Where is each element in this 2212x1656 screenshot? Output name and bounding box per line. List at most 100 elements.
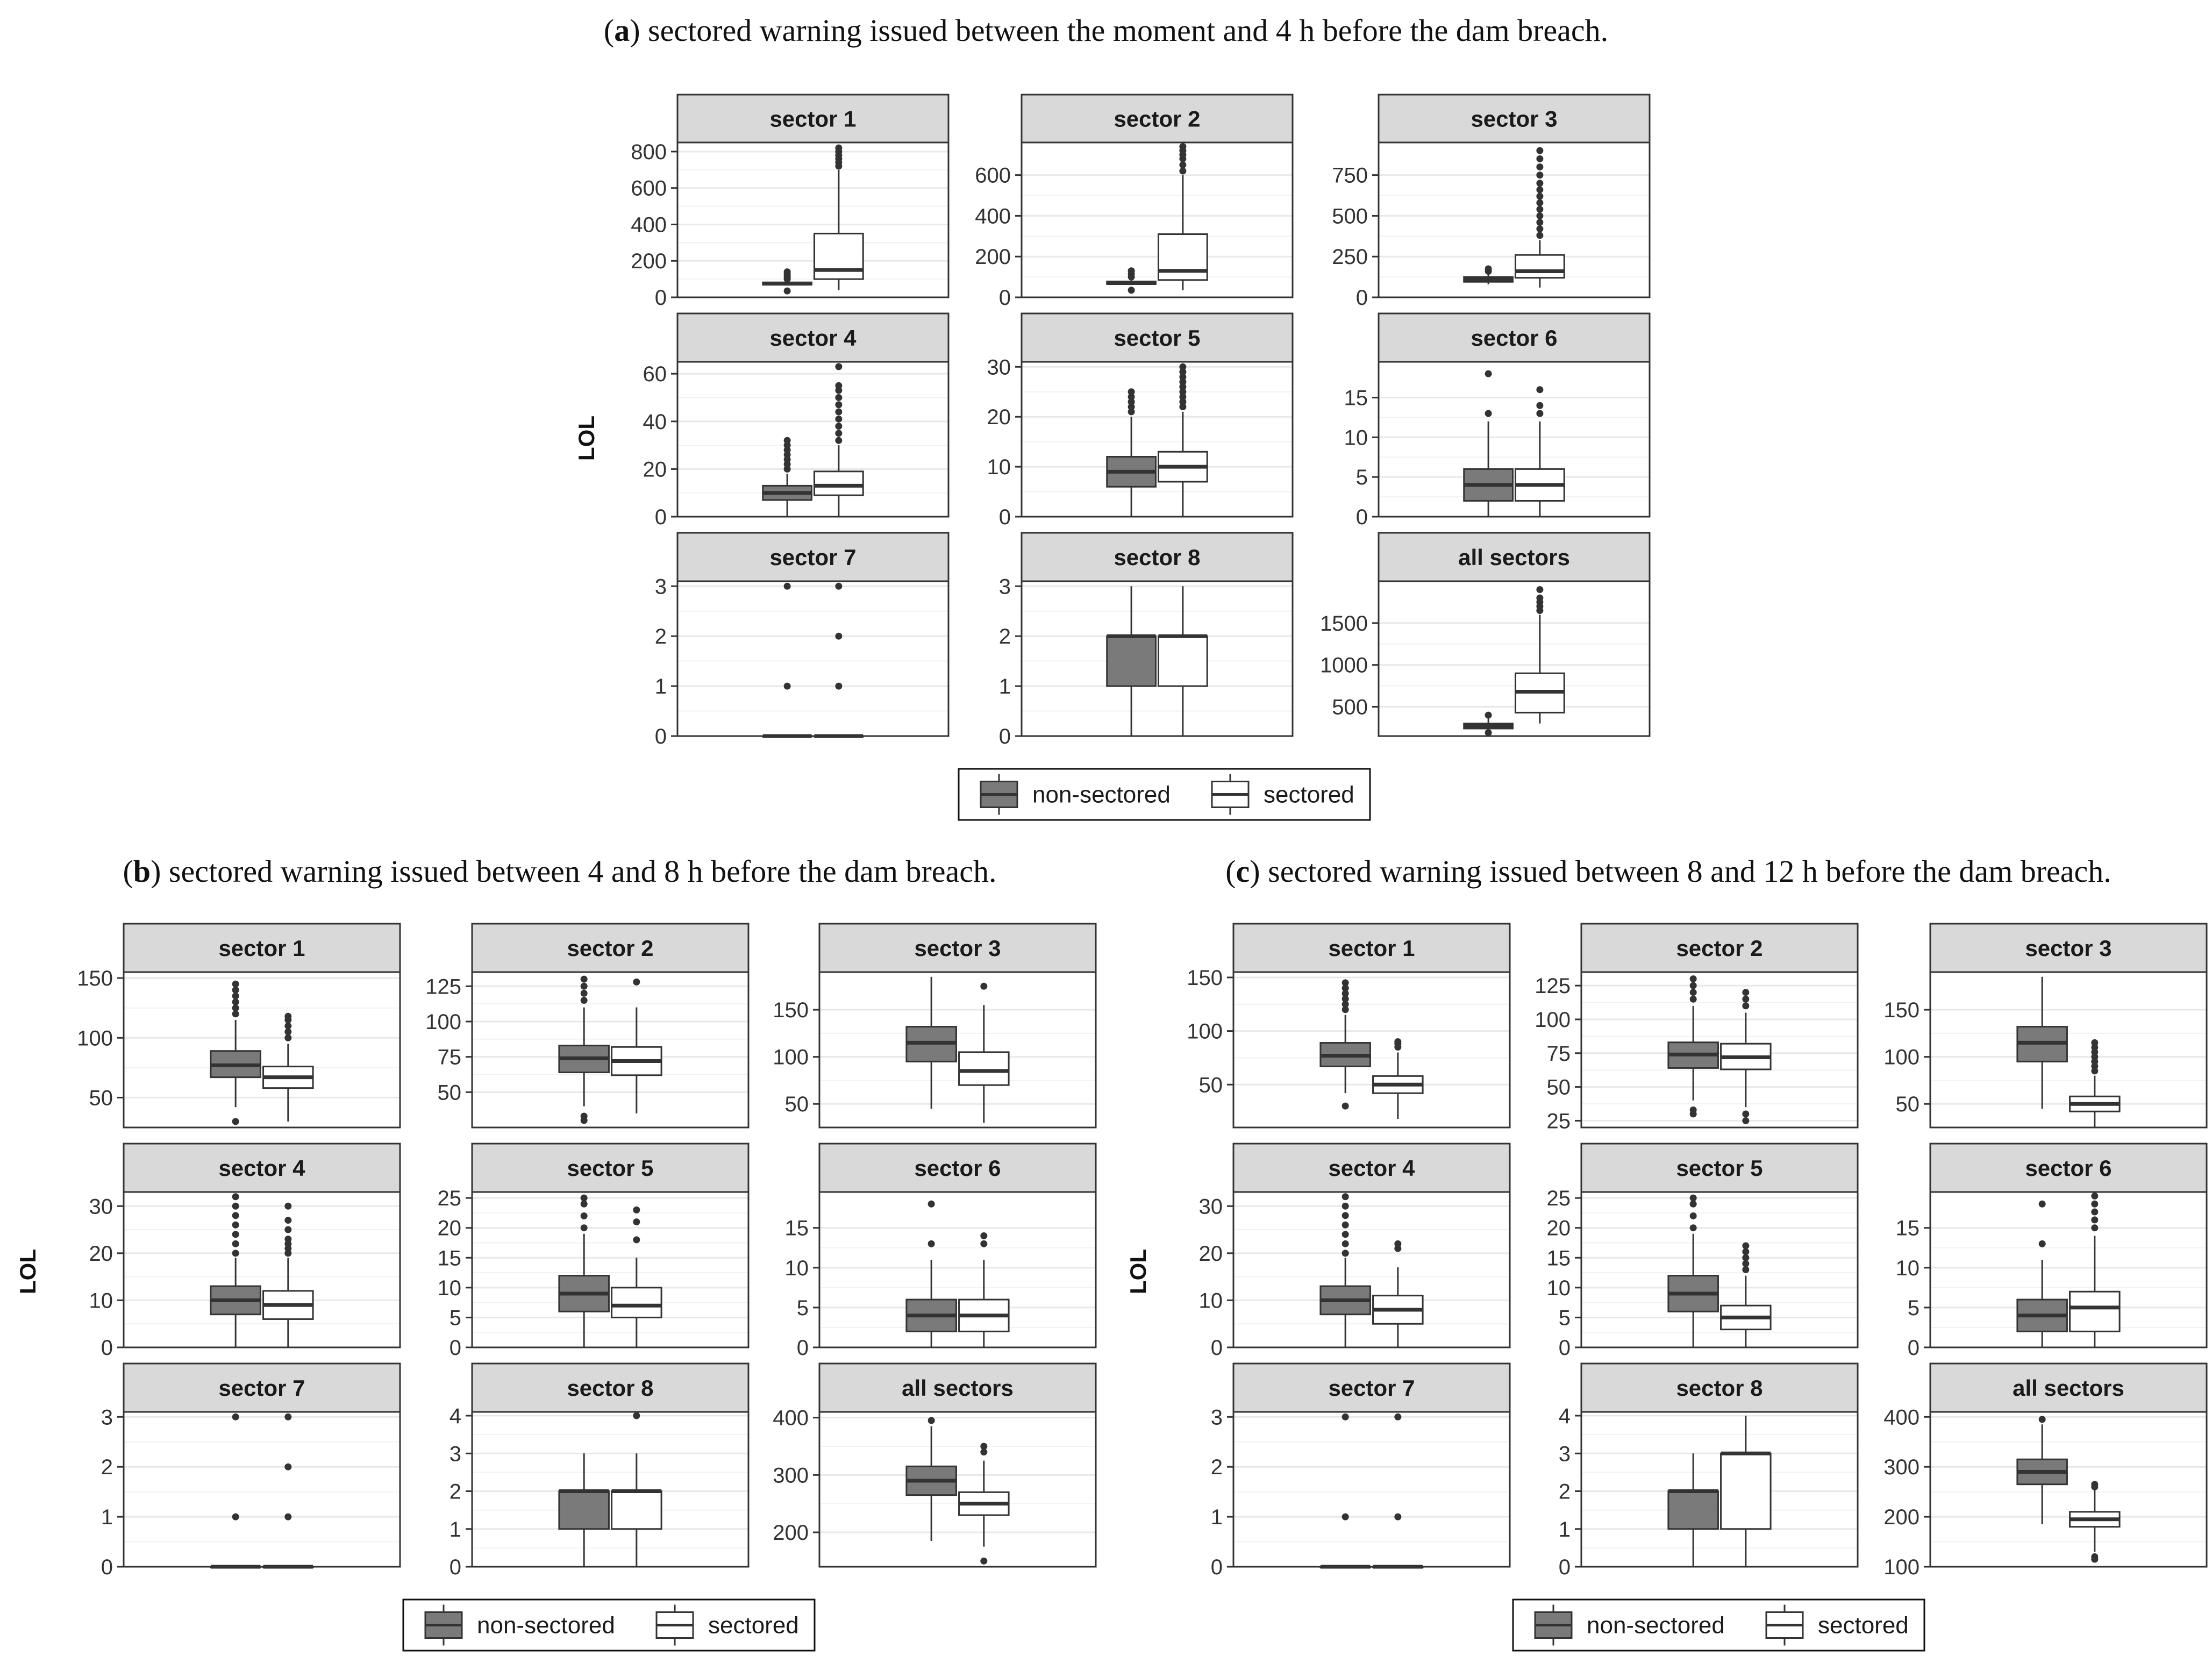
outlier-point: [232, 992, 239, 1000]
outlier-point: [1689, 1224, 1697, 1232]
panel-border: [1580, 971, 1859, 1129]
panel-border: [676, 361, 950, 518]
outlier-point: [284, 1236, 292, 1243]
panel-strip: [1580, 923, 1859, 973]
y-tick-label: 0: [449, 1555, 461, 1579]
outlier-point: [232, 980, 239, 988]
panel-border: [1021, 361, 1294, 518]
outlier-point: [1342, 1250, 1349, 1257]
panel-strip: [1929, 1143, 2208, 1193]
outlier-point: [927, 1200, 935, 1208]
box-non-sectored: [2016, 1416, 2068, 1525]
box-sectored: [262, 1012, 314, 1122]
outlier-point: [835, 430, 843, 437]
panel-strip: [676, 532, 950, 582]
panel-strip: [818, 923, 1097, 973]
box-sectored: [2069, 1481, 2121, 1563]
outlier-point: [232, 1004, 239, 1012]
panel-title: sector 2: [1114, 106, 1200, 132]
panel-strip: [1378, 94, 1651, 144]
y-tick-label: 0: [655, 286, 667, 310]
panel-title: sector 3: [1471, 106, 1557, 132]
y-tick-label: 200: [975, 245, 1011, 269]
panel-border: [1021, 580, 1294, 737]
outlier-point: [633, 978, 640, 986]
y-tick-label: 1: [999, 675, 1011, 698]
y-tick-label: 1: [101, 1505, 113, 1529]
plot-area: [1581, 972, 1858, 1127]
box-sectored: [1158, 143, 1208, 290]
panel-title: sector 3: [2025, 936, 2111, 961]
figure-caption: (c) sectored warning issued between 8 an…: [1225, 854, 2111, 889]
plot-area: [1379, 362, 1650, 517]
box-non-sectored: [558, 1453, 610, 1567]
outlier-point: [580, 982, 588, 990]
outlier-point: [980, 1443, 988, 1450]
panel-sector-6: sector 6 0 5 10 15: [785, 1143, 1097, 1360]
outlier-point: [2038, 1416, 2046, 1423]
outlier-point: [1485, 711, 1492, 719]
panel-strip: [1232, 1143, 1511, 1193]
box-sectored: [611, 1206, 662, 1347]
caption-paren-close: ): [630, 13, 640, 48]
outlier-point: [633, 1236, 640, 1244]
panel-sector-8: sector 8 0 1 2 3 4: [1559, 1362, 1859, 1579]
outlier-point: [232, 1212, 239, 1219]
box-sectored: [814, 363, 864, 517]
outlier-point: [1742, 1266, 1750, 1273]
panel-strip: [1021, 312, 1294, 363]
box-sectored: [1372, 1240, 1424, 1347]
y-tick-label: 2: [101, 1455, 113, 1479]
y-tick-label: 20: [643, 458, 667, 481]
outlier-point: [232, 1413, 239, 1421]
outlier-point: [284, 1217, 292, 1224]
plot-area: [1581, 1192, 1858, 1347]
outlier-point: [1742, 1260, 1750, 1267]
panel-title: sector 8: [567, 1375, 653, 1401]
y-tick-label: 10: [987, 455, 1011, 479]
panel-sector-2: sector 2 0 200 400 600: [975, 94, 1294, 310]
y-tick-label: 20: [438, 1217, 462, 1240]
plot-area: [1022, 142, 1293, 297]
outlier-point: [980, 1240, 988, 1247]
outlier-point: [1179, 373, 1187, 381]
box-sectored: [2069, 1192, 2121, 1347]
legend-label-sectored: sectored: [1818, 1612, 1909, 1639]
outlier-point: [284, 1028, 292, 1036]
legend-frame: [1512, 1598, 1925, 1652]
plot-area: [1930, 972, 2207, 1127]
outlier-point: [2091, 1200, 2099, 1208]
panel-border: [1580, 1191, 1859, 1348]
outlier-point: [835, 394, 843, 401]
plot-area: [472, 972, 748, 1127]
box-non-sectored: [1319, 1193, 1371, 1347]
outlier-point: [835, 632, 843, 640]
panel-sector-7: sector 7 0 1 2 3: [101, 1362, 401, 1579]
y-tick-label: 50: [1896, 1093, 1920, 1116]
box-body: [558, 1490, 610, 1530]
y-tick-label: 40: [643, 410, 667, 434]
outlier-point: [1128, 398, 1135, 405]
box-non-sectored: [1106, 586, 1157, 736]
outlier-point: [1179, 167, 1187, 175]
y-tick-label: 30: [89, 1195, 113, 1218]
y-tick-label: 25: [438, 1187, 462, 1210]
outlier-point: [783, 268, 791, 276]
outlier-point: [580, 1194, 588, 1202]
outlier-point: [1536, 163, 1544, 170]
y-tick-label: 5: [449, 1306, 461, 1330]
box-body: [1515, 254, 1565, 279]
outlier-point: [1742, 989, 1750, 996]
plot-area: [124, 1412, 400, 1567]
y-tick-label: 1: [1559, 1518, 1571, 1541]
caption-paren-close: ): [151, 854, 161, 889]
outlier-point: [835, 415, 843, 423]
y-tick-label: 10: [1344, 426, 1368, 449]
outlier-point: [783, 437, 791, 444]
plot-area: [1022, 362, 1293, 517]
panel-strip: [471, 1143, 750, 1193]
panel-sector-3: sector 3 0 250 500 750: [1332, 94, 1651, 310]
y-tick-label: 300: [1883, 1455, 1920, 1479]
outlier-point: [1179, 161, 1187, 169]
panel-sector-6: sector 6 0 5 10 15: [1896, 1143, 2208, 1360]
